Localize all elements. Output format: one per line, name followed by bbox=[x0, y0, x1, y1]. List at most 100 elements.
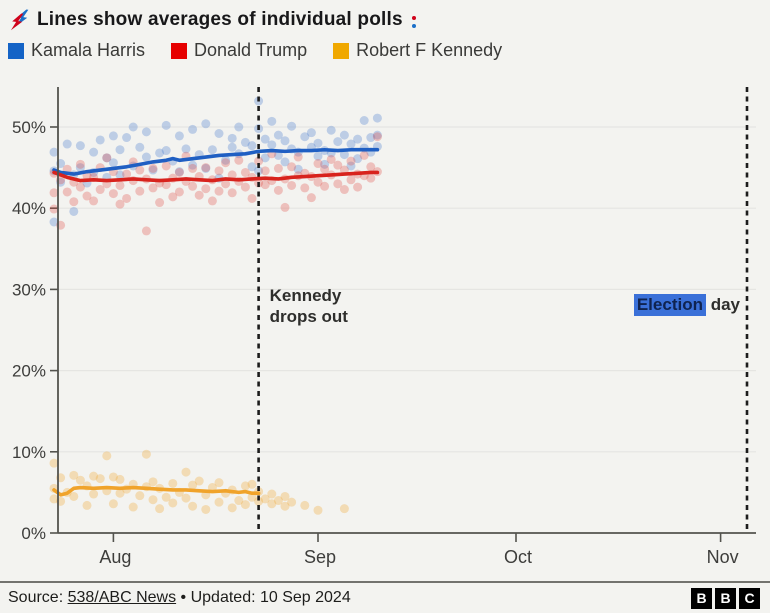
trump-poll-point bbox=[273, 163, 283, 173]
harris-poll-point bbox=[69, 206, 79, 216]
harris-poll-point bbox=[260, 153, 270, 163]
kennedy-poll-point bbox=[339, 504, 349, 514]
y-tick-label: 20% bbox=[12, 362, 46, 381]
kennedy-poll-point bbox=[128, 502, 138, 512]
harris-poll-point bbox=[372, 113, 382, 123]
harris-poll-point bbox=[108, 131, 118, 141]
y-tick-label: 30% bbox=[12, 280, 46, 299]
trump-poll-point bbox=[115, 199, 125, 209]
trump-poll-point bbox=[287, 162, 297, 172]
harris-poll-point bbox=[201, 163, 211, 173]
kennedy-poll-point bbox=[89, 489, 99, 499]
harris-poll-point bbox=[128, 122, 138, 132]
kennedy-poll-point bbox=[227, 503, 237, 513]
kennedy-poll-point bbox=[287, 497, 297, 507]
kennedy-poll-point bbox=[247, 479, 257, 489]
harris-poll-point bbox=[339, 130, 349, 140]
trump-poll-point bbox=[240, 182, 250, 192]
title-colon bbox=[411, 16, 416, 28]
harris-poll-point bbox=[273, 130, 283, 140]
harris-poll-point bbox=[359, 116, 369, 126]
trump-poll-point bbox=[254, 156, 264, 166]
harris-poll-point bbox=[234, 122, 244, 132]
kennedy-poll-point bbox=[201, 504, 211, 514]
bbc-logo: B B C bbox=[691, 587, 760, 609]
kennedy-poll-point bbox=[247, 492, 257, 502]
harris-swatch-icon bbox=[8, 42, 24, 59]
trump-poll-point bbox=[353, 182, 363, 192]
kennedy-poll-point bbox=[135, 491, 145, 501]
kennedy-poll-point bbox=[280, 501, 290, 511]
kennedy-poll-point bbox=[188, 501, 198, 511]
harris-poll-point bbox=[306, 128, 316, 138]
trump-poll-point bbox=[102, 153, 112, 163]
trump-poll-point bbox=[333, 160, 343, 170]
y-tick-label: 40% bbox=[12, 199, 46, 218]
harris-poll-point bbox=[346, 161, 356, 171]
legend-label-trump: Donald Trump bbox=[194, 40, 308, 60]
harris-poll-point bbox=[254, 166, 264, 176]
harris-poll-point bbox=[372, 130, 382, 140]
harris-poll-point bbox=[240, 137, 250, 147]
harris-poll-point bbox=[227, 133, 237, 143]
harris-poll-point bbox=[326, 125, 336, 135]
harris-poll-point bbox=[161, 120, 171, 130]
trump-poll-point bbox=[69, 197, 79, 207]
kennedy-poll-point bbox=[89, 471, 99, 481]
trump-poll-point bbox=[161, 161, 171, 171]
chart-header: Lines show averages of individual polls … bbox=[8, 9, 762, 61]
trump-poll-point bbox=[287, 180, 297, 190]
trump-poll-point bbox=[280, 202, 290, 212]
harris-poll-point bbox=[287, 121, 297, 131]
harris-poll-point bbox=[174, 167, 184, 177]
trump-poll-point bbox=[240, 167, 250, 177]
trump-poll-point bbox=[359, 150, 369, 160]
harris-poll-point bbox=[89, 147, 99, 157]
bbc-logo-letter: C bbox=[739, 587, 760, 609]
kennedy-poll-point bbox=[267, 499, 277, 509]
kennedy-poll-point bbox=[214, 478, 224, 488]
kennedy-poll-point bbox=[161, 492, 171, 502]
kennedy-poll-point bbox=[267, 489, 277, 499]
kennedy-poll-point bbox=[49, 494, 59, 504]
trump-poll-point bbox=[221, 158, 231, 168]
kennedy-poll-point bbox=[168, 498, 178, 508]
trump-poll-point bbox=[174, 187, 184, 197]
harris-poll-point bbox=[201, 119, 211, 129]
kennedy-poll-point bbox=[313, 505, 323, 515]
harris-poll-point bbox=[293, 164, 303, 174]
trump-poll-point bbox=[372, 132, 382, 142]
harris-poll-point bbox=[49, 147, 59, 157]
harris-poll-point bbox=[214, 128, 224, 138]
trump-poll-point bbox=[247, 193, 257, 203]
trump-poll-point bbox=[227, 170, 237, 180]
trump-poll-point bbox=[300, 183, 310, 193]
kennedy-poll-point bbox=[102, 451, 112, 461]
harris-poll-point bbox=[320, 159, 330, 169]
kennedy-poll-point bbox=[168, 478, 178, 488]
kennedy-poll-point bbox=[82, 500, 92, 510]
trump-poll-point bbox=[49, 204, 59, 214]
kennedy-poll-point bbox=[280, 491, 290, 501]
legend: Kamala Harris Donald Trump Robert F Kenn… bbox=[8, 40, 762, 61]
trump-poll-point bbox=[201, 163, 211, 173]
trump-poll-point bbox=[75, 159, 85, 169]
y-tick-label: 10% bbox=[12, 443, 46, 462]
kennedy-poll-point bbox=[148, 495, 158, 505]
source-link[interactable]: 538/ABC News bbox=[67, 589, 177, 606]
trump-poll-point bbox=[273, 185, 283, 195]
harris-poll-point bbox=[148, 165, 158, 175]
trump-poll-point bbox=[313, 177, 323, 187]
trump-poll-point bbox=[201, 184, 211, 194]
harris-poll-point bbox=[267, 140, 277, 150]
kennedy-poll-point bbox=[181, 493, 191, 503]
bbc-logo-letter: B bbox=[715, 587, 736, 609]
kennedy-poll-point bbox=[148, 477, 158, 487]
kennedy-poll-point bbox=[155, 504, 165, 514]
kennedy-average-line bbox=[52, 485, 261, 497]
harris-poll-point bbox=[161, 146, 171, 156]
trump-poll-point bbox=[313, 159, 323, 169]
trump-poll-point bbox=[260, 166, 270, 176]
trump-poll-point bbox=[234, 155, 244, 165]
trump-poll-point bbox=[221, 179, 231, 189]
